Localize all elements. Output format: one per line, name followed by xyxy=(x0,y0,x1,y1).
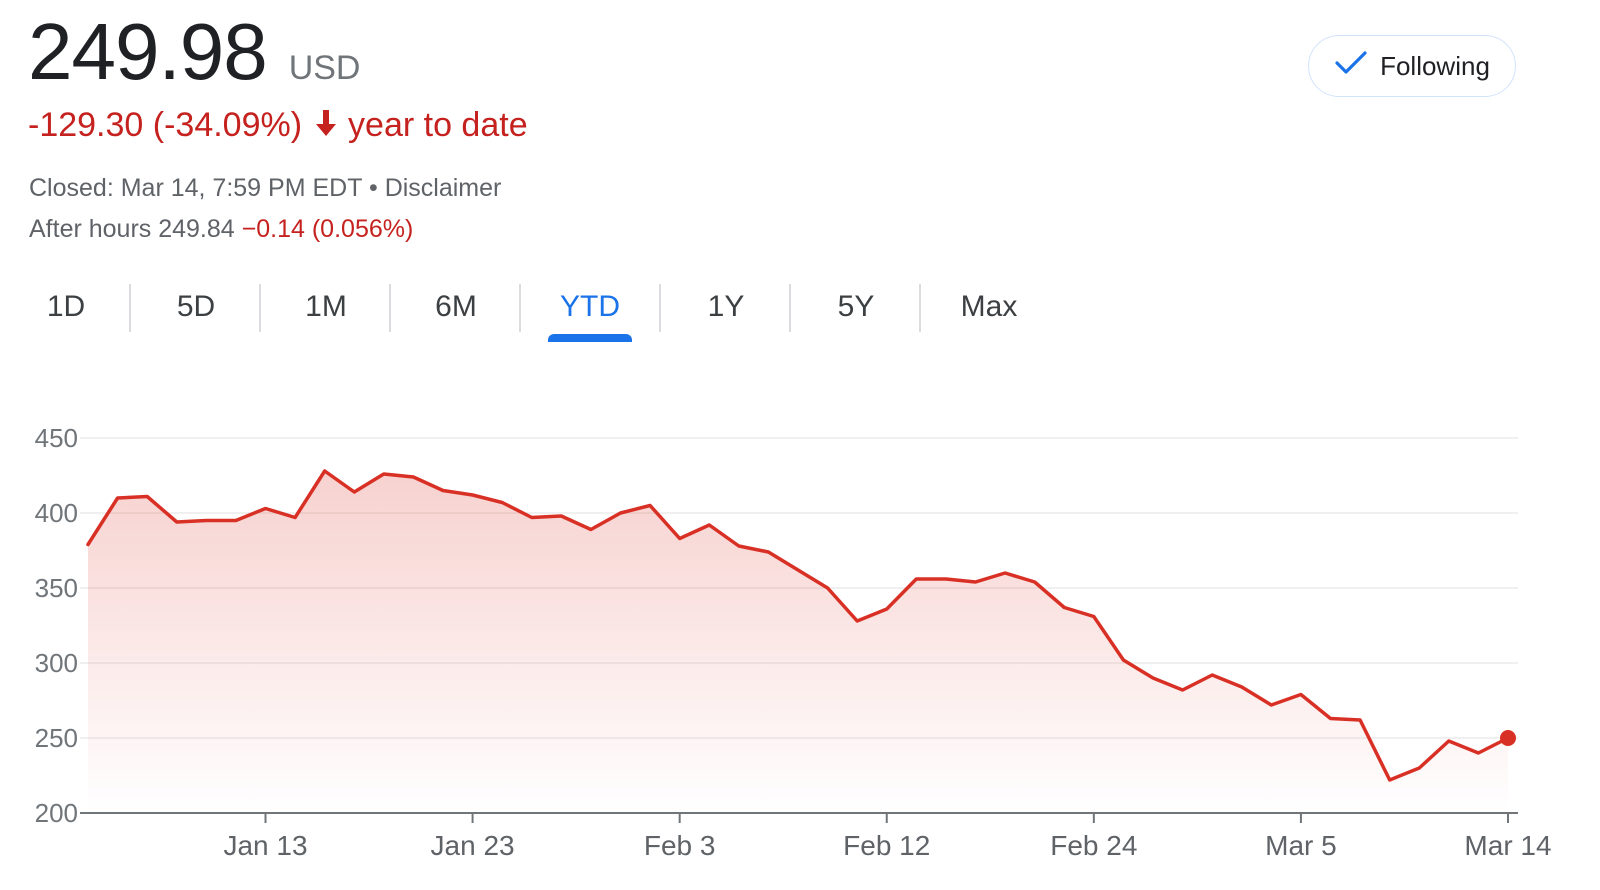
x-tick-label: Mar 14 xyxy=(1464,830,1551,861)
change-row: -129.30 (-34.09%) year to date xyxy=(28,106,528,145)
currency-label: USD xyxy=(289,49,361,88)
x-tick-label: Jan 13 xyxy=(223,830,307,861)
change-period: year to date xyxy=(348,106,528,145)
after-hours-info: After hours 249.84 −0.14 (0.056%) xyxy=(29,215,413,244)
tab-5d[interactable]: 5D xyxy=(131,282,261,332)
x-tick-label: Feb 3 xyxy=(644,830,716,861)
y-tick-label: 400 xyxy=(35,498,78,528)
after-hours-label: After hours 249.84 xyxy=(29,215,235,243)
change-value: -129.30 (-34.09%) xyxy=(28,106,302,145)
tab-1m[interactable]: 1M xyxy=(261,282,391,332)
price-row: 249.98 USD xyxy=(28,6,360,98)
y-tick-label: 350 xyxy=(35,573,78,603)
closed-text: Closed: Mar 14, 7:59 PM EDT xyxy=(29,174,362,202)
tab-ytd[interactable]: YTD xyxy=(525,282,655,332)
range-tabs: 1D 5D 1M 6M YTD 1Y 5Y Max xyxy=(0,282,1060,342)
following-label: Following xyxy=(1380,51,1490,82)
y-tick-label: 450 xyxy=(35,423,78,453)
tab-6m[interactable]: 6M xyxy=(391,282,521,332)
disclaimer-link[interactable]: Disclaimer xyxy=(385,174,502,202)
x-tick-label: Feb 24 xyxy=(1050,830,1137,861)
tab-divider xyxy=(519,284,521,332)
x-tick-label: Jan 23 xyxy=(431,830,515,861)
y-tick-label: 300 xyxy=(35,648,78,678)
tab-1y[interactable]: 1Y xyxy=(661,282,791,332)
x-tick-label: Feb 12 xyxy=(843,830,930,861)
last-price-dot xyxy=(1500,730,1516,746)
arrow-down-icon xyxy=(314,106,338,145)
closed-info: Closed: Mar 14, 7:59 PM EDT • Disclaimer xyxy=(29,174,501,203)
tab-max[interactable]: Max xyxy=(924,282,1054,332)
tab-5y[interactable]: 5Y xyxy=(791,282,921,332)
following-button[interactable]: Following xyxy=(1308,35,1516,97)
x-tick-label: Mar 5 xyxy=(1265,830,1337,861)
check-icon xyxy=(1334,49,1368,84)
meta-separator: • xyxy=(369,174,378,202)
tab-divider xyxy=(919,284,921,332)
tab-1d[interactable]: 1D xyxy=(1,282,131,332)
current-price: 249.98 xyxy=(28,6,267,98)
y-tick-label: 200 xyxy=(35,798,78,828)
after-hours-change: −0.14 (0.056%) xyxy=(242,215,414,243)
price-area-fill xyxy=(88,471,1508,813)
active-tab-indicator xyxy=(548,334,632,342)
y-tick-label: 250 xyxy=(35,723,78,753)
price-chart[interactable]: 450 400 350 300 250 200 Jan 13 Jan 23 Feb 3 Feb 1… xyxy=(0,380,1600,885)
